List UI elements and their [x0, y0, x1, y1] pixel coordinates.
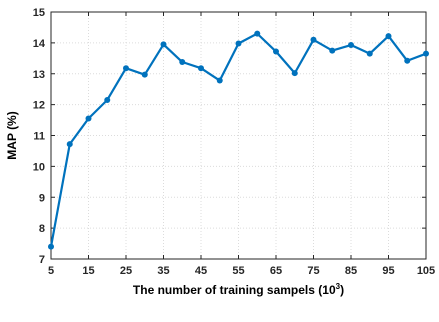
- series-line: [49, 32, 427, 247]
- data-point: [141, 71, 148, 78]
- data-point: [179, 59, 186, 66]
- y-tick-label: 9: [39, 192, 45, 204]
- x-tick-label: 105: [417, 265, 435, 277]
- data-point: [198, 65, 204, 72]
- y-tick-label: 13: [33, 69, 45, 81]
- data-point: [254, 30, 261, 37]
- data-point: [385, 33, 392, 40]
- data-point: [273, 48, 279, 55]
- data-point: [235, 40, 242, 47]
- x-tick-label: 15: [82, 265, 94, 277]
- data-point: [104, 96, 111, 103]
- x-axis-label-main: The number of training sampels (10: [133, 283, 336, 297]
- data-point: [329, 47, 336, 54]
- y-tick-label: 14: [33, 38, 46, 50]
- x-tick-label: 65: [270, 265, 282, 277]
- data-point: [123, 65, 129, 72]
- data-point: [66, 141, 73, 148]
- x-axis-label-superscript: 3: [336, 282, 341, 291]
- data-point: [48, 243, 54, 250]
- data-point: [160, 41, 167, 48]
- y-tick-label: 10: [33, 161, 45, 173]
- data-point: [310, 36, 317, 43]
- y-tick-label: 8: [39, 223, 45, 235]
- x-tick-label: 5: [48, 265, 54, 277]
- x-tick-label: 75: [307, 265, 319, 277]
- data-point: [291, 70, 298, 77]
- x-tick-label: 45: [195, 265, 207, 277]
- x-tick-label: 95: [382, 265, 394, 277]
- data-point: [423, 50, 429, 57]
- data-point: [366, 50, 373, 57]
- y-tick-label: 7: [39, 254, 45, 266]
- x-tick-label: 85: [345, 265, 357, 277]
- x-tick-label: 55: [232, 265, 244, 277]
- data-point: [404, 57, 411, 64]
- x-axis-label-suffix: ): [340, 283, 344, 297]
- x-tick-label: 35: [157, 265, 169, 277]
- data-point: [348, 42, 354, 49]
- series-layer: [48, 30, 429, 250]
- grid: [51, 12, 426, 259]
- y-tick-label: 12: [33, 100, 45, 112]
- y-axis-label: MAP (%): [5, 111, 19, 159]
- x-tick-label: 25: [120, 265, 132, 277]
- y-tick-label: 11: [33, 131, 45, 143]
- x-axis-label: The number of training sampels (103): [133, 282, 344, 297]
- data-point: [85, 115, 92, 122]
- data-point: [216, 77, 223, 84]
- axes: 5 15 25 35 45 55 65 75 85 95 105 7 8 9 10 11 12 13 14 15: [33, 7, 435, 277]
- y-tick-label: 15: [33, 7, 45, 19]
